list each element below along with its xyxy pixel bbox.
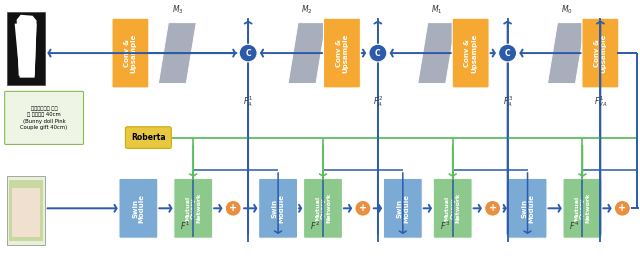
FancyBboxPatch shape — [563, 178, 602, 238]
Text: Mutual
Query
Network: Mutual Query Network — [315, 193, 331, 223]
Circle shape — [355, 200, 371, 216]
FancyBboxPatch shape — [303, 178, 342, 238]
FancyBboxPatch shape — [383, 178, 422, 238]
Polygon shape — [418, 23, 456, 83]
Text: Mutual
Query
Network: Mutual Query Network — [574, 193, 591, 223]
Bar — [9, 180, 43, 241]
Text: $M_0$: $M_0$ — [561, 3, 572, 16]
Text: C: C — [505, 48, 511, 58]
Text: $F^4$: $F^4$ — [570, 220, 579, 232]
FancyBboxPatch shape — [433, 178, 472, 238]
FancyBboxPatch shape — [125, 127, 172, 148]
Text: C: C — [375, 48, 381, 58]
FancyBboxPatch shape — [259, 178, 298, 238]
Text: $F_{VA}^1$: $F_{VA}^1$ — [594, 94, 607, 109]
Text: $F_A^2$: $F_A^2$ — [373, 94, 383, 109]
FancyBboxPatch shape — [323, 18, 360, 88]
Text: Conv &
Upsample: Conv & Upsample — [464, 33, 477, 73]
Text: $F^1$: $F^1$ — [180, 220, 190, 232]
FancyBboxPatch shape — [112, 18, 149, 88]
Text: Swin
Module: Swin Module — [132, 194, 145, 223]
FancyBboxPatch shape — [582, 18, 619, 88]
Circle shape — [225, 200, 241, 216]
Polygon shape — [547, 23, 586, 83]
Text: $F_A^1$: $F_A^1$ — [243, 94, 253, 109]
Text: +: + — [229, 203, 237, 213]
Bar — [6, 176, 45, 245]
Polygon shape — [17, 15, 36, 76]
Polygon shape — [15, 24, 36, 78]
Circle shape — [499, 44, 516, 62]
Text: Mutual
Query
Network: Mutual Query Network — [445, 193, 461, 223]
FancyBboxPatch shape — [174, 178, 212, 238]
Text: $F^3$: $F^3$ — [440, 220, 450, 232]
Circle shape — [484, 200, 500, 216]
Circle shape — [239, 44, 257, 62]
Text: Conv &
Upsample: Conv & Upsample — [124, 33, 137, 73]
Polygon shape — [158, 23, 196, 83]
Text: +: + — [618, 203, 627, 213]
FancyBboxPatch shape — [508, 178, 547, 238]
Circle shape — [614, 200, 630, 216]
FancyBboxPatch shape — [4, 91, 83, 144]
Polygon shape — [288, 23, 326, 83]
Text: $M_2$: $M_2$ — [301, 3, 313, 16]
Text: $M_3$: $M_3$ — [172, 3, 183, 16]
Text: Roberta: Roberta — [131, 133, 166, 142]
Bar — [6, 12, 45, 86]
Text: Mutual
Query
Network: Mutual Query Network — [185, 193, 202, 223]
Text: $F^2$: $F^2$ — [310, 220, 320, 232]
Text: Conv &
Upsample: Conv & Upsample — [594, 33, 607, 73]
Text: Swin
Module: Swin Module — [272, 194, 284, 223]
Text: Swin
Module: Swin Module — [396, 194, 409, 223]
Text: $F_A^3$: $F_A^3$ — [502, 94, 513, 109]
Text: +: + — [359, 203, 367, 213]
Text: C: C — [245, 48, 251, 58]
FancyBboxPatch shape — [119, 178, 158, 238]
FancyBboxPatch shape — [452, 18, 489, 88]
Text: 小兔子布娃娃 粉色
款 情侣礼物 40cm
(Bunny doll Pink
Couple gift 40cm): 小兔子布娃娃 粉色 款 情侣礼物 40cm (Bunny doll Pink C… — [20, 106, 68, 130]
Text: Swin
Module: Swin Module — [521, 194, 534, 223]
Text: +: + — [488, 203, 497, 213]
Bar — [12, 188, 40, 237]
Text: Conv &
Upsample: Conv & Upsample — [335, 33, 348, 73]
Circle shape — [369, 44, 387, 62]
Text: $M_1$: $M_1$ — [431, 3, 442, 16]
